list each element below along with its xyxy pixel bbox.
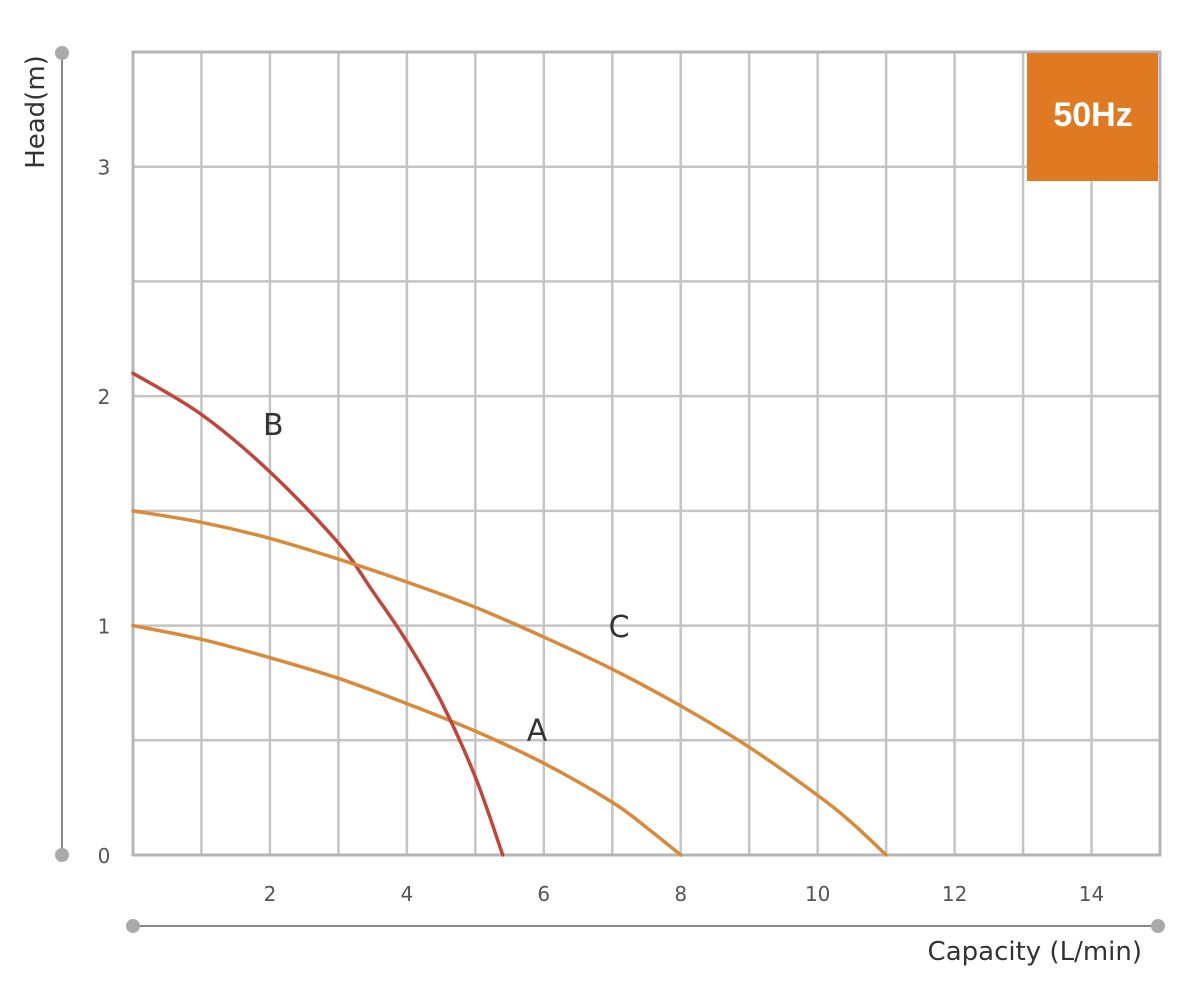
frequency-badge: 50Hz [1027,53,1158,181]
x-tick-label: 14 [1079,882,1104,906]
grid-lines [133,52,1160,855]
x-tick-label: 6 [537,882,550,906]
y-axis-end-dot [55,46,69,60]
curve-label-b: B [263,408,284,443]
y-tick-labels: 0 1 2 3 [98,156,111,868]
y-tick-label: 3 [98,156,111,180]
y-tick-label: 2 [98,385,111,409]
x-tick-label: 12 [942,882,967,906]
curve-label-a: A [527,713,548,748]
x-tick-label: 10 [805,882,830,906]
x-tick-label: 4 [400,882,413,906]
curve-labels: A B C [263,408,630,748]
curve-b [131,371,505,857]
y-tick-label: 1 [98,615,111,639]
frequency-badge-label: 50Hz [1053,96,1132,134]
y-axis-title: Head(m) [21,55,51,169]
curve-c [131,509,888,857]
y-tick-label: 0 [98,844,111,868]
y-axis-end-dot [55,848,69,862]
frequency-badge-background [1027,53,1158,181]
curve-label-c: C [609,610,630,645]
x-tick-label: 2 [264,882,277,906]
x-axis-end-dot [126,919,140,933]
x-tick-labels: 2 4 6 8 10 12 14 [264,882,1105,906]
x-axis-end-dot [1151,919,1165,933]
x-tick-label: 8 [674,882,687,906]
x-axis-title: Capacity (L/min) [928,937,1142,967]
plot-frame [131,50,1162,857]
curves [131,371,888,857]
curve-a [131,623,683,857]
